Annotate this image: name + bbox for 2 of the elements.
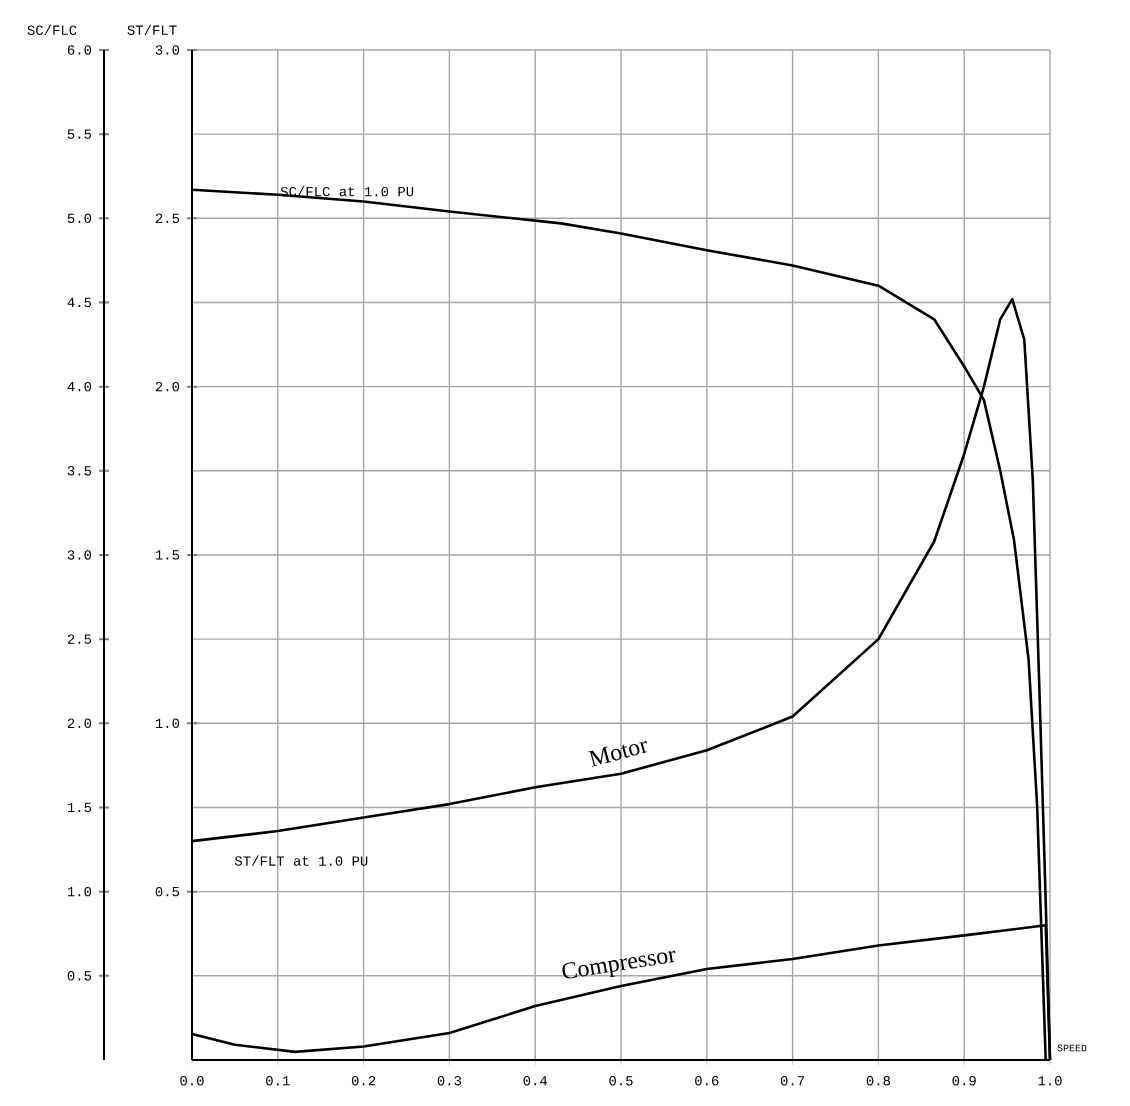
text: Motor (588, 740, 648, 767)
text: Compressor (562, 950, 676, 979)
